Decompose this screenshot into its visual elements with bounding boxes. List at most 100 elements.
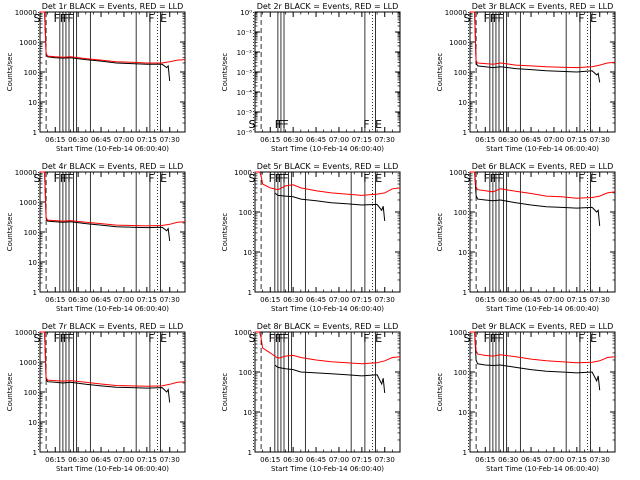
series-line-lld <box>255 331 401 365</box>
y-tick-label: 1 <box>248 289 252 297</box>
y-tick-label: 10000 <box>445 9 467 17</box>
panel-title: Det 8r BLACK = Events, RED = LLD <box>257 322 399 331</box>
flag-letter: F <box>63 332 69 345</box>
flag-letter: F <box>497 12 503 25</box>
flag-letter: F <box>269 172 275 185</box>
flag-letter: F <box>54 332 60 345</box>
flag-letter: F <box>282 118 288 131</box>
flag-letter: E <box>160 172 167 185</box>
flag-letter: F <box>278 118 284 131</box>
panel-det-7r: Det 7r BLACK = Events, RED = LLD 1 10 100 10… <box>6 322 186 473</box>
y-tick-label: 10 <box>458 99 467 107</box>
flag-letter: F <box>67 332 73 345</box>
series-line-events <box>40 171 171 242</box>
x-tick-label: 07:00 <box>544 296 564 304</box>
series-line-lld <box>40 331 186 387</box>
flag-letter: F <box>578 172 584 185</box>
x-tick-label: 06:15 <box>45 296 65 304</box>
x-tick-label: 07:00 <box>114 456 134 464</box>
y-tick-label: 10 <box>28 259 37 267</box>
x-tick-label: 06:45 <box>306 136 326 144</box>
series-line-events <box>470 331 601 391</box>
y-tick-label: 10⁻³ <box>237 69 253 77</box>
y-tick-label: 10 <box>243 249 252 257</box>
y-tick-label: 10 <box>243 409 252 417</box>
y-tick-label: 1 <box>463 129 467 137</box>
panel-det-5r: Det 5r BLACK = Events, RED = LLD 1 10 100 10… <box>221 162 401 313</box>
series-line-lld <box>470 11 616 69</box>
x-tick-label: 07:00 <box>544 456 564 464</box>
y-tick-label: 10⁻² <box>237 49 253 57</box>
y-axis-label: Counts/sec <box>436 53 444 92</box>
flag-letter: S <box>33 12 40 25</box>
series-line-lld <box>470 171 616 199</box>
panel-det-3r: Det 3r BLACK = Events, RED = LLD 1 10 100 10… <box>436 2 616 153</box>
y-tick-label: 1000 <box>19 39 37 47</box>
x-tick-label: 06:45 <box>91 456 111 464</box>
y-tick-label: 1000 <box>449 329 467 337</box>
flag-letter: F <box>363 172 369 185</box>
y-tick-label: 10⁻⁵ <box>237 109 253 117</box>
flag-letter: F <box>497 332 503 345</box>
flag-letter: F <box>54 172 60 185</box>
flag-letter: F <box>363 332 369 345</box>
flag-letter: E <box>160 12 167 25</box>
panel-det-4r: Det 4r BLACK = Events, RED = LLD 1 10 100 10… <box>6 162 186 313</box>
x-axis-label: Start Time (10-Feb-14 06:00:40) <box>271 465 384 473</box>
x-tick-label: 07:30 <box>590 456 610 464</box>
y-tick-label: 10000 <box>15 9 37 17</box>
x-axis-label: Start Time (10-Feb-14 06:00:40) <box>271 145 384 153</box>
x-tick-label: 06:30 <box>498 136 518 144</box>
flag-letter: E <box>590 332 597 345</box>
y-tick-label: 10⁻⁴ <box>237 89 253 97</box>
flag-letter: F <box>282 172 288 185</box>
x-tick-label: 06:30 <box>283 136 303 144</box>
flag-letter: F <box>490 12 496 25</box>
x-tick-label: 07:15 <box>137 136 157 144</box>
flag-letter: S <box>463 332 470 345</box>
x-tick-label: 07:30 <box>375 296 395 304</box>
y-tick-label: 10 <box>28 99 37 107</box>
panel-title: Det 1r BLACK = Events, RED = LLD <box>42 2 184 11</box>
flag-letter: F <box>278 172 284 185</box>
x-tick-label: 06:15 <box>260 136 280 144</box>
y-tick-label: 1000 <box>19 359 37 367</box>
flag-letter: F <box>60 172 66 185</box>
y-tick-label: 100 <box>24 69 37 77</box>
flag-letter: F <box>275 118 281 131</box>
panel-det-2r: Det 2r BLACK = Events, RED = LLD 10⁻⁶ 10⁻⁵… <box>221 2 401 153</box>
x-tick-label: 06:45 <box>91 136 111 144</box>
x-tick-label: 07:30 <box>590 296 610 304</box>
x-tick-label: 07:30 <box>160 456 180 464</box>
plot-frame <box>469 331 616 453</box>
flag-letter: E <box>590 172 597 185</box>
x-tick-label: 06:30 <box>68 136 88 144</box>
plot-frame <box>39 331 186 453</box>
x-tick-label: 07:15 <box>352 456 372 464</box>
y-tick-label: 100 <box>24 229 37 237</box>
plot-frame <box>469 171 616 293</box>
x-tick-label: 06:45 <box>91 296 111 304</box>
x-tick-label: 07:00 <box>329 456 349 464</box>
x-tick-label: 06:15 <box>45 456 65 464</box>
plot-frame <box>254 331 401 453</box>
flag-letter: F <box>54 12 60 25</box>
x-tick-label: 07:15 <box>137 456 157 464</box>
plot-frame <box>39 171 186 293</box>
x-tick-label: 06:30 <box>68 456 88 464</box>
flag-letter: F <box>490 172 496 185</box>
series-line-lld <box>255 171 401 196</box>
x-axis-label: Start Time (10-Feb-14 06:00:40) <box>56 465 169 473</box>
x-tick-label: 06:45 <box>306 456 326 464</box>
y-tick-label: 100 <box>454 209 467 217</box>
series-line-lld <box>470 331 616 364</box>
y-axis-label: Counts/sec <box>221 53 229 92</box>
x-tick-label: 07:30 <box>375 456 395 464</box>
plot-frame <box>39 11 186 133</box>
panel-det-1r: Det 1r BLACK = Events, RED = LLD 1 10 100 10… <box>6 2 186 153</box>
flag-letter: F <box>490 332 496 345</box>
panel-title: Det 6r BLACK = Events, RED = LLD <box>472 162 614 171</box>
x-tick-label: 06:45 <box>306 296 326 304</box>
flag-letter: F <box>493 12 499 25</box>
y-tick-label: 1000 <box>449 39 467 47</box>
